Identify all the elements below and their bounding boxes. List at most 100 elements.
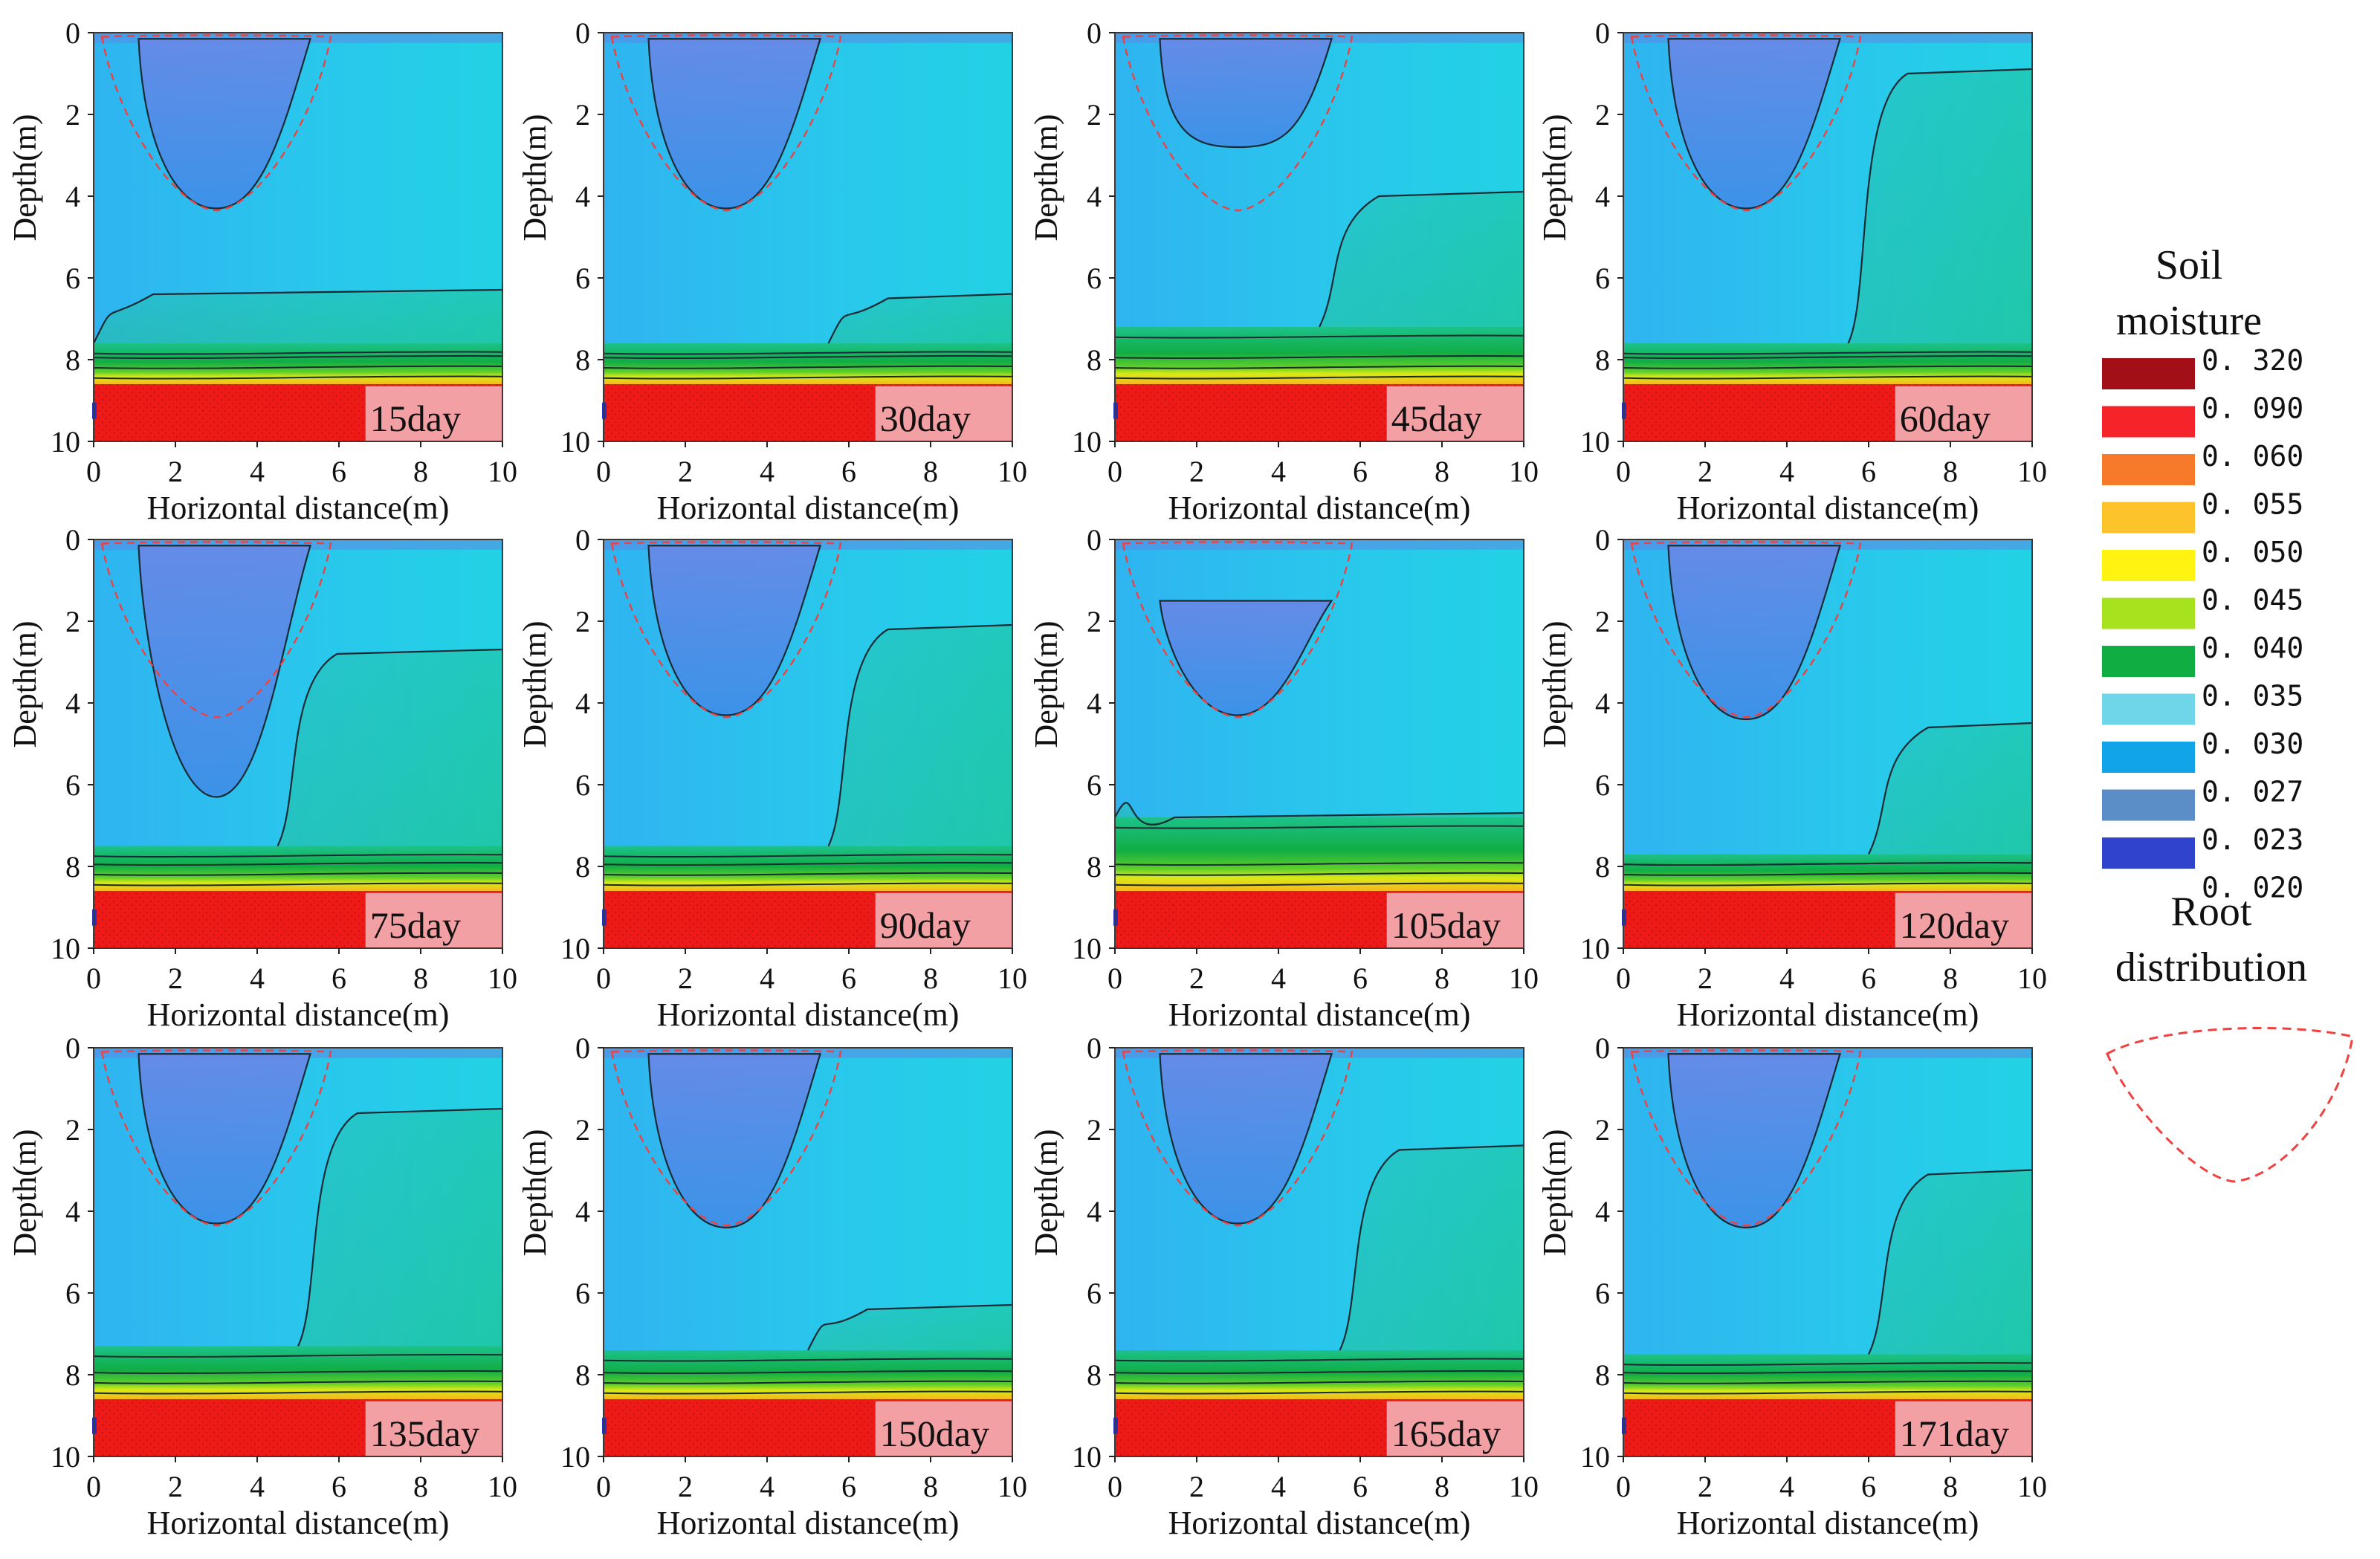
- legend-value: 0. 045: [2202, 584, 2303, 617]
- y-tick-label: 4: [1595, 1195, 1610, 1228]
- day-label: 171day: [1900, 1413, 2009, 1454]
- contour-line: [1114, 375, 1524, 380]
- root-outline: [1122, 1049, 1354, 1227]
- contour-line: [1623, 1380, 2033, 1384]
- y-tick-label: 8: [65, 850, 80, 884]
- y-tick-label: 6: [65, 768, 80, 802]
- contour-line: [1339, 1144, 1524, 1351]
- panel-frame: [1623, 539, 2033, 949]
- root-outline: [610, 541, 842, 719]
- day-label: 45day: [1391, 398, 1482, 439]
- x-tick-label: 8: [1943, 455, 1958, 488]
- y-tick-label: 0: [1595, 16, 1610, 50]
- y-tick-label: 6: [1595, 1277, 1610, 1310]
- y-tick-label: 0: [1087, 1031, 1102, 1065]
- contour-line: [297, 1107, 503, 1346]
- legend-title: Root: [2171, 889, 2252, 935]
- x-tick-label: 8: [1943, 962, 1958, 995]
- contour-line: [93, 375, 503, 380]
- x-tick-label: 0: [86, 1470, 101, 1503]
- y-axis-title: Depth(m): [517, 1129, 553, 1256]
- contour-line: [603, 365, 1013, 369]
- legend-value: 0. 030: [2202, 727, 2303, 760]
- contour-line: [1623, 354, 2033, 360]
- contour-line: [1868, 1169, 2033, 1355]
- x-axis-title: Horizontal distance(m): [147, 996, 450, 1033]
- contour-line: [603, 882, 1013, 887]
- contour-line: [93, 1390, 503, 1395]
- x-tick-label: 10: [2017, 962, 2047, 995]
- day-label: 15day: [370, 398, 461, 439]
- x-tick-label: 6: [1353, 455, 1368, 488]
- day-label-box: [365, 1401, 502, 1456]
- x-tick-label: 8: [413, 455, 428, 488]
- x-tick-label: 8: [923, 455, 938, 488]
- y-tick-label: 2: [65, 98, 80, 132]
- y-tick-label: 10: [1580, 425, 1610, 458]
- day-label-box: [1386, 1401, 1524, 1456]
- x-tick-label: 2: [678, 1470, 693, 1503]
- contour-line: [93, 861, 503, 866]
- y-tick-label: 0: [575, 523, 590, 557]
- low-moisture-zone: [648, 1054, 821, 1228]
- x-tick-label: 6: [332, 1470, 346, 1503]
- contour-line: [647, 1053, 821, 1229]
- x-tick-label: 0: [1107, 1470, 1122, 1503]
- y-tick-label: 10: [1072, 932, 1102, 965]
- contour-line: [1114, 825, 1524, 829]
- panel-frame: [603, 1047, 1013, 1457]
- y-tick-label: 6: [575, 262, 590, 295]
- x-tick-label: 4: [1271, 1470, 1286, 1503]
- day-label: 165day: [1391, 1413, 1501, 1454]
- contour-line: [1623, 1390, 2033, 1395]
- contour-line: [1114, 1358, 1524, 1362]
- day-label-box: [1386, 892, 1524, 948]
- contour-line: [1114, 354, 1524, 360]
- x-tick-label: 0: [596, 962, 611, 995]
- x-tick-label: 10: [1509, 962, 1539, 995]
- root-outline: [1630, 1049, 1862, 1227]
- y-tick-label: 10: [560, 425, 590, 458]
- day-label-box: [1895, 892, 2032, 948]
- x-axis-title: Horizontal distance(m): [657, 490, 960, 526]
- x-tick-label: 4: [1779, 962, 1794, 995]
- contour-line: [1114, 872, 1524, 876]
- y-tick-label: 4: [575, 687, 590, 720]
- panel-frame: [1114, 32, 1524, 442]
- x-tick-label: 0: [86, 962, 101, 995]
- y-tick-label: 8: [575, 343, 590, 377]
- x-tick-label: 4: [1271, 962, 1286, 995]
- contour-line: [1319, 190, 1524, 328]
- legend-value: 0. 090: [2202, 392, 2303, 425]
- x-tick-label: 6: [1353, 962, 1368, 995]
- contour-line: [603, 375, 1013, 380]
- y-axis-title: Depth(m): [7, 1129, 43, 1256]
- legend-swatch: [2102, 406, 2195, 438]
- x-tick-label: 0: [1616, 1470, 1631, 1503]
- legend-title: Soil: [2156, 242, 2222, 288]
- contour-line: [1667, 1053, 1841, 1229]
- y-tick-label: 4: [65, 1195, 80, 1228]
- x-tick-label: 2: [1189, 962, 1204, 995]
- contour-line: [603, 1390, 1013, 1395]
- y-axis-title: Depth(m): [1536, 114, 1573, 241]
- x-tick-label: 10: [488, 455, 517, 488]
- x-tick-label: 10: [2017, 455, 2047, 488]
- y-tick-label: 10: [1072, 425, 1102, 458]
- day-label: 60day: [1900, 398, 1991, 439]
- y-tick-label: 0: [575, 1031, 590, 1065]
- surface-band: [1115, 539, 1524, 550]
- legend-value: 0. 027: [2202, 776, 2303, 808]
- contour-line: [603, 1370, 1013, 1375]
- x-axis-title: Horizontal distance(m): [1168, 490, 1471, 526]
- y-tick-label: 0: [1087, 523, 1102, 557]
- root-outline: [100, 34, 332, 212]
- y-tick-label: 10: [51, 932, 80, 965]
- contour-line: [93, 351, 503, 355]
- x-tick-label: 4: [250, 962, 265, 995]
